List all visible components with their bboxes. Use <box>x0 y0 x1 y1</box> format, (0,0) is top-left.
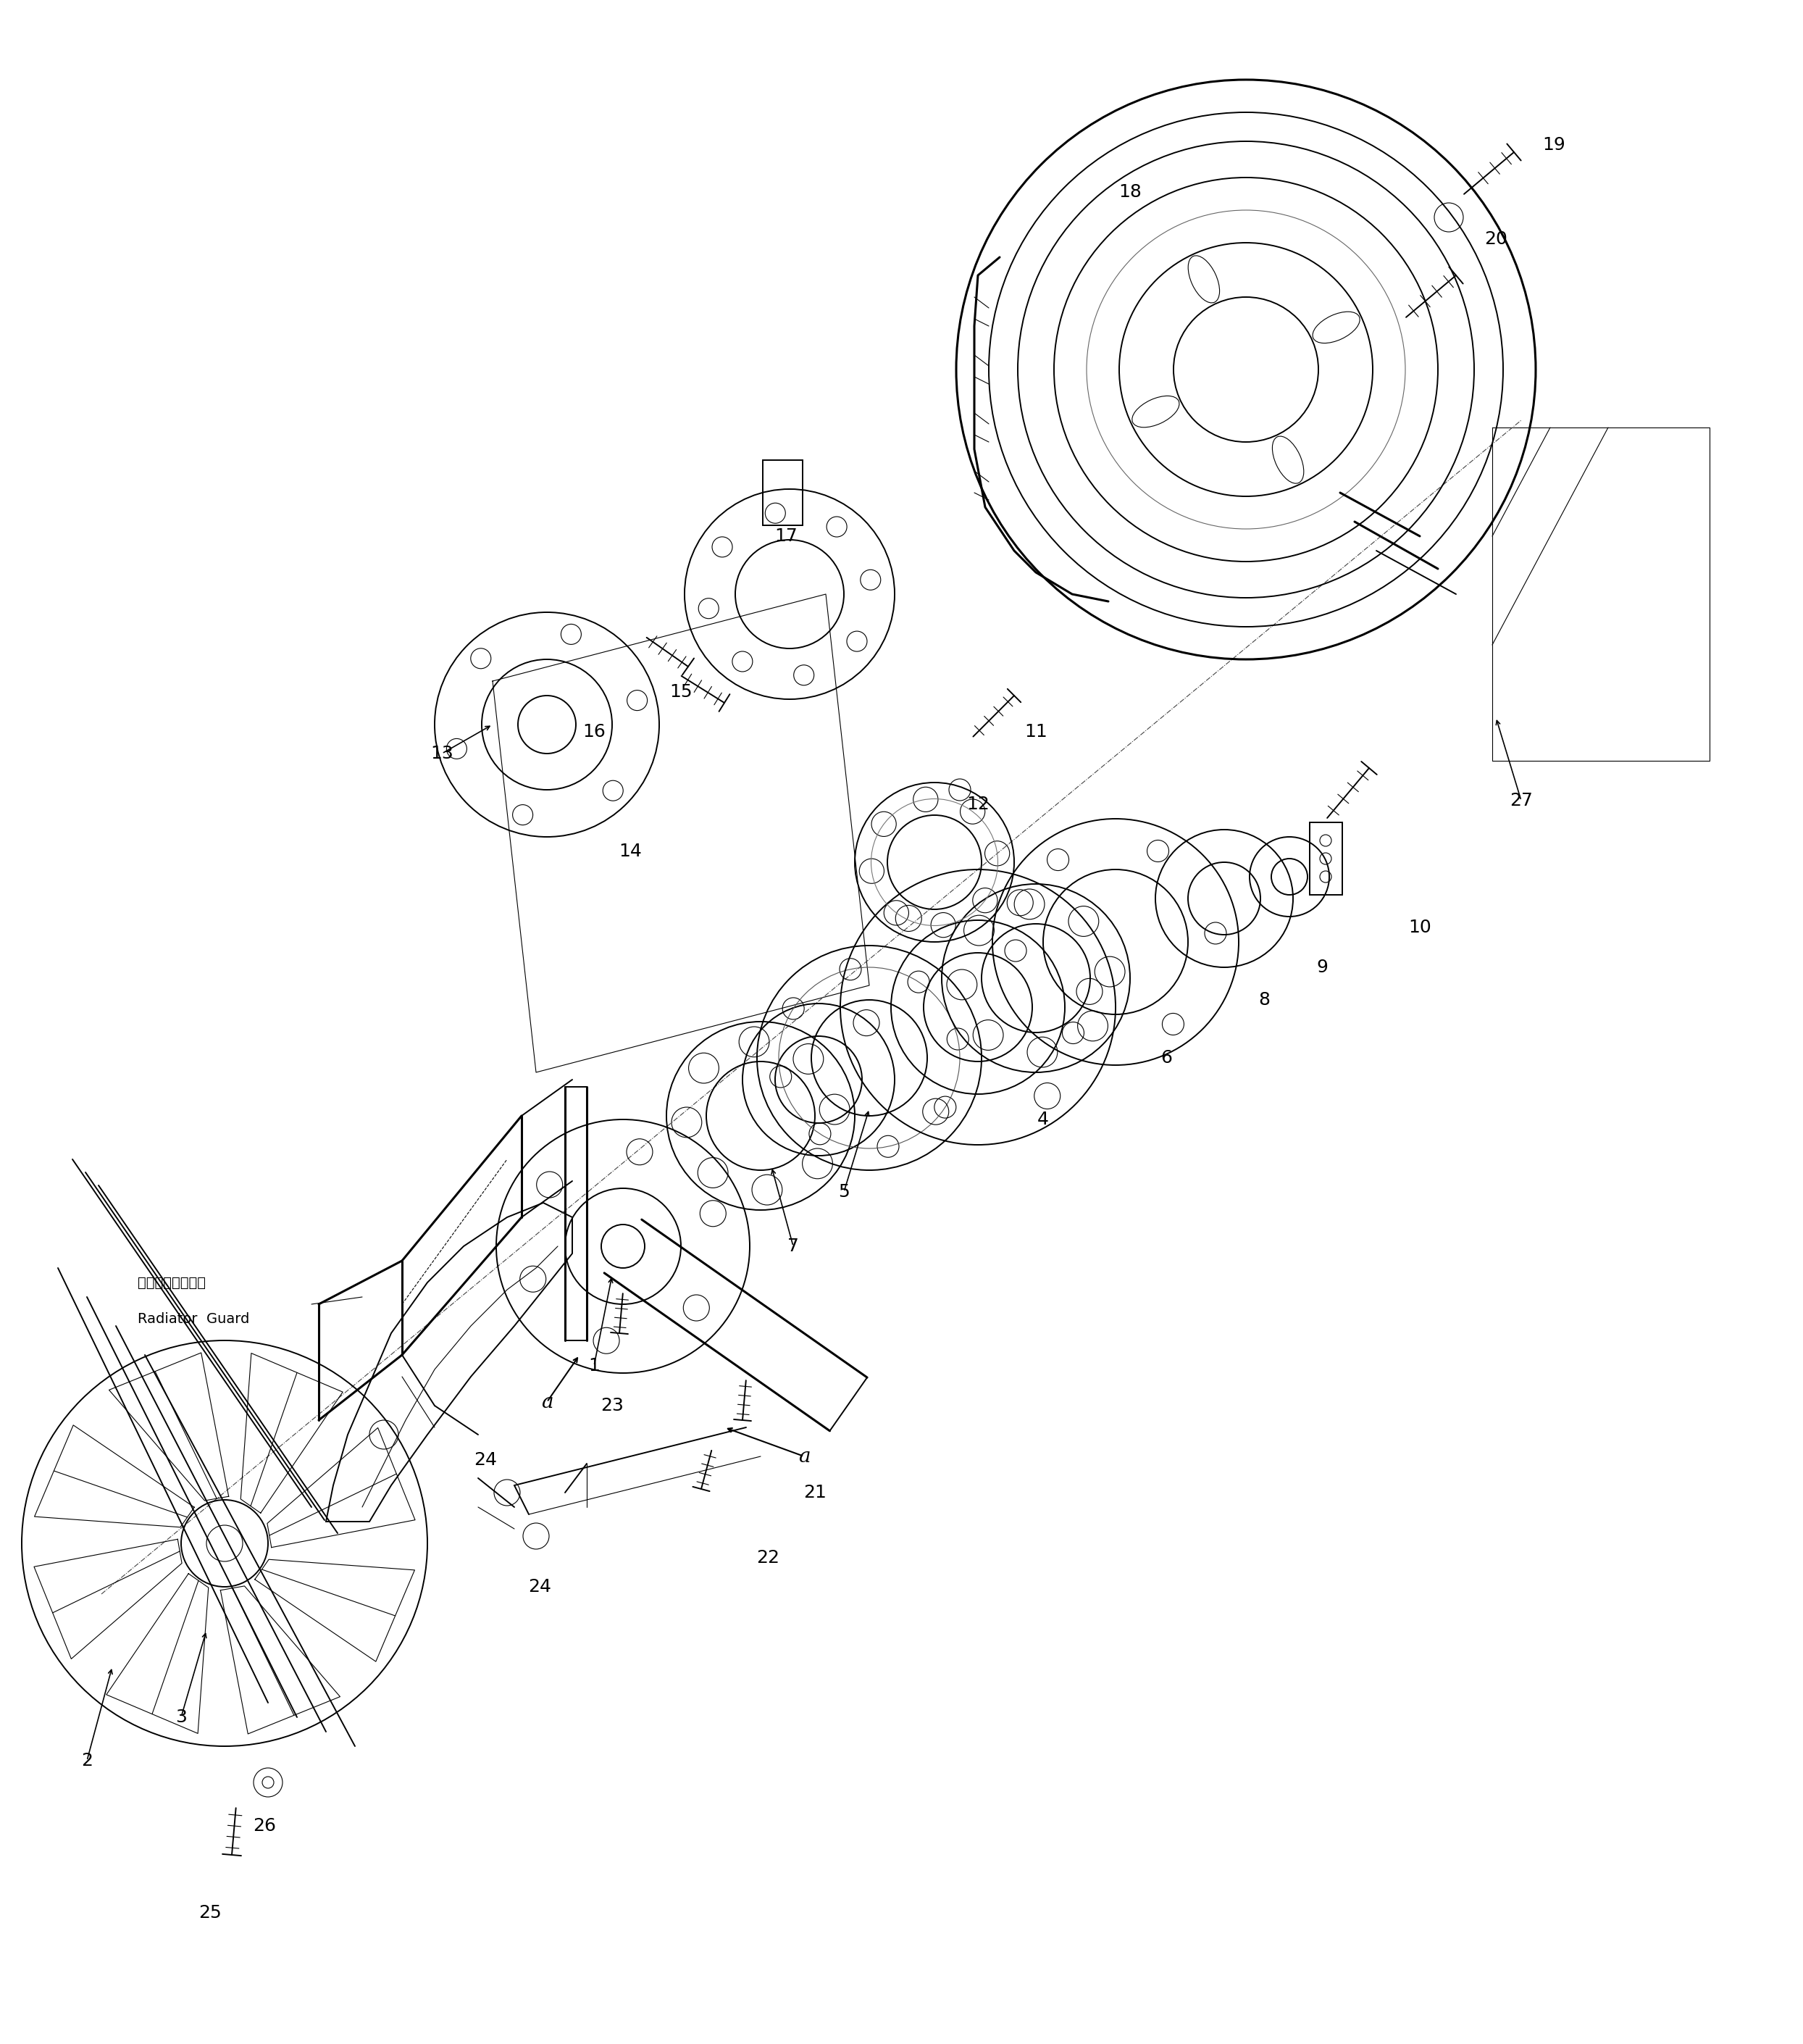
Text: 5: 5 <box>838 1183 849 1200</box>
Text: 6: 6 <box>1161 1049 1172 1067</box>
Text: 23: 23 <box>600 1396 624 1414</box>
Text: Radiator  Guard: Radiator Guard <box>137 1312 249 1327</box>
Text: 16: 16 <box>582 724 606 740</box>
Text: 9: 9 <box>1316 959 1327 975</box>
Text: 21: 21 <box>804 1484 826 1500</box>
Text: 27: 27 <box>1509 791 1533 809</box>
Text: 14: 14 <box>618 842 642 861</box>
Text: 22: 22 <box>755 1549 779 1566</box>
Text: 12: 12 <box>966 795 990 814</box>
Text: 20: 20 <box>1484 231 1507 247</box>
Text: 1: 1 <box>588 1357 600 1374</box>
Text: a: a <box>799 1447 810 1466</box>
Bar <box>763 460 802 525</box>
Text: 18: 18 <box>1118 184 1141 200</box>
Text: 17: 17 <box>775 527 797 546</box>
Text: 2: 2 <box>81 1752 92 1770</box>
Text: 26: 26 <box>252 1817 276 1836</box>
Text: 24: 24 <box>474 1451 498 1470</box>
Text: 11: 11 <box>1024 724 1048 740</box>
Text: 13: 13 <box>431 744 453 762</box>
Text: ラジエータガード: ラジエータガード <box>137 1275 206 1290</box>
Text: 7: 7 <box>788 1237 799 1255</box>
Text: 15: 15 <box>669 683 692 701</box>
Text: 19: 19 <box>1542 137 1565 153</box>
Text: 25: 25 <box>198 1905 222 1921</box>
Text: 10: 10 <box>1408 918 1432 936</box>
Text: 8: 8 <box>1258 991 1269 1008</box>
Text: 3: 3 <box>175 1709 188 1725</box>
Text: a: a <box>541 1392 554 1412</box>
Bar <box>1309 822 1341 895</box>
Text: 24: 24 <box>528 1578 552 1596</box>
Text: 4: 4 <box>1037 1110 1049 1128</box>
